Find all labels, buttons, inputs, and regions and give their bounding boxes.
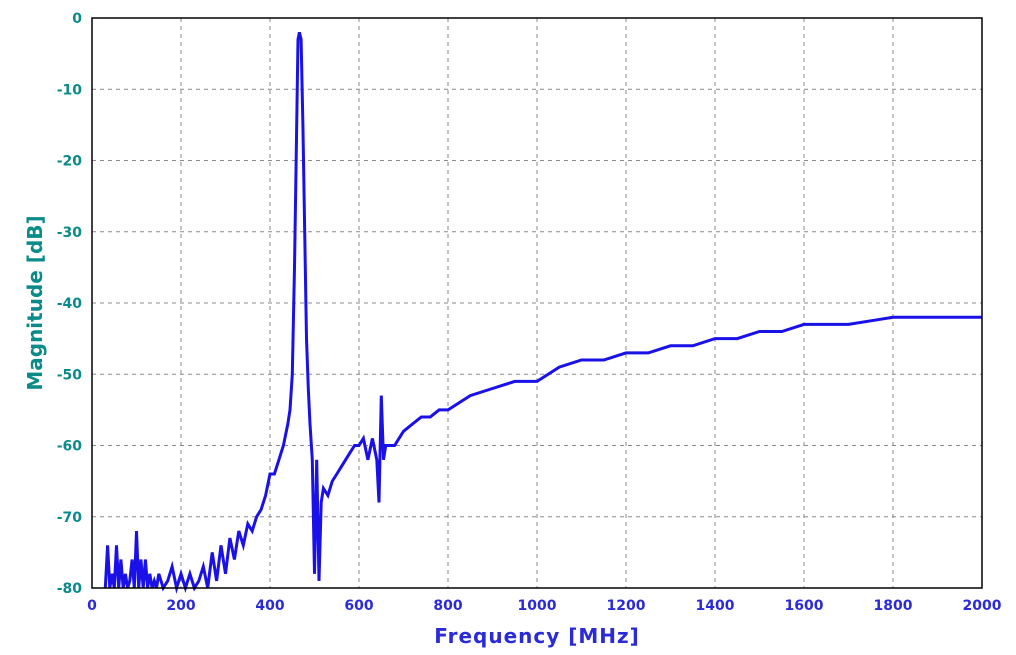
x-tick-label: 1600 [785, 598, 824, 614]
y-tick-label: -10 [57, 82, 83, 98]
y-tick-label: -20 [57, 154, 83, 170]
y-tick-label: -40 [57, 296, 83, 312]
y-tick-labels: 0 -10 -20 -30 -40 -50 -60 -70 -80 [57, 11, 83, 597]
x-tick-label: 1000 [518, 598, 557, 614]
x-tick-label: 1400 [696, 598, 735, 614]
y-tick-label: -70 [57, 510, 83, 526]
x-tick-label: 800 [433, 598, 462, 614]
y-tick-label: -30 [57, 225, 83, 241]
y-tick-label: -60 [57, 439, 83, 455]
y-tick-label: -80 [57, 581, 83, 597]
x-tick-label: 1800 [874, 598, 913, 614]
grid [92, 18, 982, 588]
x-tick-label: 0 [87, 598, 97, 614]
x-tick-label: 600 [344, 598, 373, 614]
x-tick-label: 1200 [607, 598, 646, 614]
y-axis-label: Magnitude [dB] [23, 215, 47, 390]
x-tick-label: 200 [166, 598, 195, 614]
y-tick-label: -50 [57, 367, 83, 383]
x-tick-labels: 0 200 400 600 800 1000 1200 1400 1600 1800 2000 [87, 598, 1002, 614]
y-tick-label: 0 [72, 11, 82, 27]
x-tick-label: 400 [255, 598, 284, 614]
series-line [103, 31, 982, 594]
x-axis-label: Frequency [MHz] [434, 624, 640, 648]
x-tick-label: 2000 [963, 598, 1002, 614]
plot-frame [91, 17, 983, 589]
